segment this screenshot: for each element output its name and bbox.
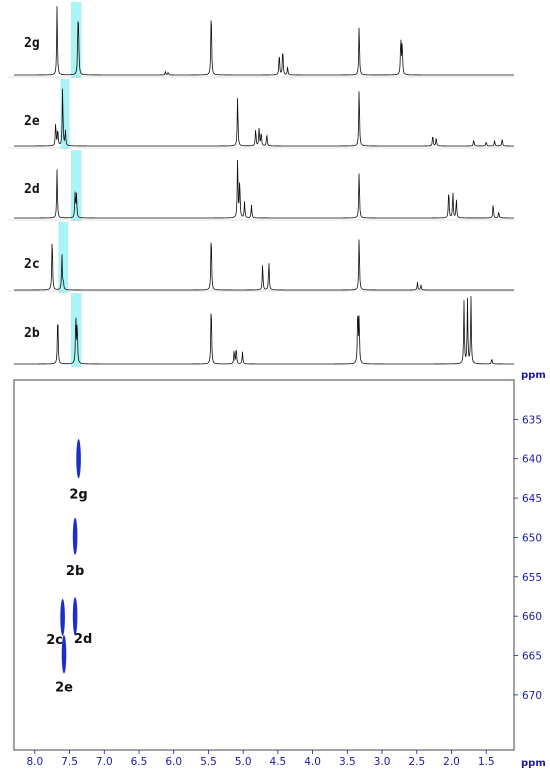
contour-peak-2e bbox=[61, 635, 67, 674]
y-tick-label: 645 bbox=[522, 493, 542, 505]
x-tick-label: 3.5 bbox=[339, 756, 356, 768]
y-axis-unit: ppm bbox=[521, 370, 546, 381]
spectrum-trace-2b bbox=[14, 296, 514, 365]
x-tick-label: 7.0 bbox=[96, 756, 113, 768]
spectrum-2d: 2d bbox=[14, 150, 515, 221]
spectrum-2c: 2c bbox=[14, 222, 514, 293]
x-tick-label: 3.0 bbox=[374, 756, 391, 768]
plot-frame bbox=[13, 379, 515, 751]
x-tick-label: 6.5 bbox=[131, 756, 148, 768]
contour-label-2g: 2g bbox=[69, 487, 87, 502]
y-tick-label: 665 bbox=[522, 651, 542, 663]
x-tick-label: 1.5 bbox=[478, 756, 495, 768]
spectrum-2b: 2b bbox=[14, 293, 514, 367]
x-axis-unit: ppm bbox=[521, 758, 546, 769]
x-tick-label: 4.0 bbox=[304, 756, 321, 768]
spectra-stack: 2g 2e 2d 2c 2b bbox=[8, 2, 515, 367]
x-tick-label: 5.5 bbox=[200, 756, 217, 768]
y-tick-label: 670 bbox=[522, 690, 542, 702]
spectrum-2g: 2g bbox=[14, 2, 514, 78]
highlight-band-2c bbox=[58, 222, 69, 293]
contour-peak-2d bbox=[72, 597, 78, 636]
y-tick-label: 660 bbox=[522, 611, 542, 623]
contour-label-2b: 2b bbox=[66, 564, 84, 579]
contour-label-2e: 2e bbox=[55, 681, 73, 696]
y-tick-label: 655 bbox=[522, 572, 542, 584]
spectrum-2e: 2e bbox=[14, 79, 514, 149]
spectrum-label-2c: 2c bbox=[24, 257, 40, 272]
spectrum-label-2b: 2b bbox=[24, 326, 40, 341]
x-tick-label: 7.5 bbox=[61, 756, 78, 768]
contour-peak-2c bbox=[60, 598, 65, 636]
contour-plot: 635 640 645 650 655 660 665 670 ppm 8.0 7.5 7.0 6.5 6… bbox=[13, 370, 546, 769]
x-tick-label: 4.5 bbox=[270, 756, 287, 768]
x-tick-label: 6.0 bbox=[165, 756, 182, 768]
spectrum-trace-2e bbox=[14, 88, 514, 147]
y-tick-label: 650 bbox=[522, 532, 542, 544]
highlight-band-2g bbox=[70, 2, 82, 78]
contour-label-2c: 2c bbox=[46, 633, 63, 648]
y-tick-label: 640 bbox=[522, 454, 542, 466]
spectrum-label-2e: 2e bbox=[24, 114, 40, 129]
spectrum-label-2d: 2d bbox=[24, 182, 40, 197]
spectrum-trace-2g bbox=[14, 6, 514, 76]
spectrum-trace-2d bbox=[14, 159, 515, 219]
contour-peak-2g bbox=[76, 439, 81, 479]
highlight-band-2e bbox=[60, 79, 70, 149]
x-tick-label: 8.0 bbox=[26, 756, 43, 768]
highlight-band-2d bbox=[70, 150, 82, 221]
spectrum-label-2g: 2g bbox=[24, 36, 40, 51]
spectrum-trace-2c bbox=[14, 239, 514, 291]
y-tick-label: 635 bbox=[522, 414, 542, 426]
x-tick-label: 5.0 bbox=[235, 756, 252, 768]
contour-label-2d: 2d bbox=[74, 632, 92, 647]
x-tick-label: 2.5 bbox=[408, 756, 425, 768]
x-tick-label: 2.0 bbox=[443, 756, 460, 768]
contour-peak-2b bbox=[72, 517, 78, 555]
